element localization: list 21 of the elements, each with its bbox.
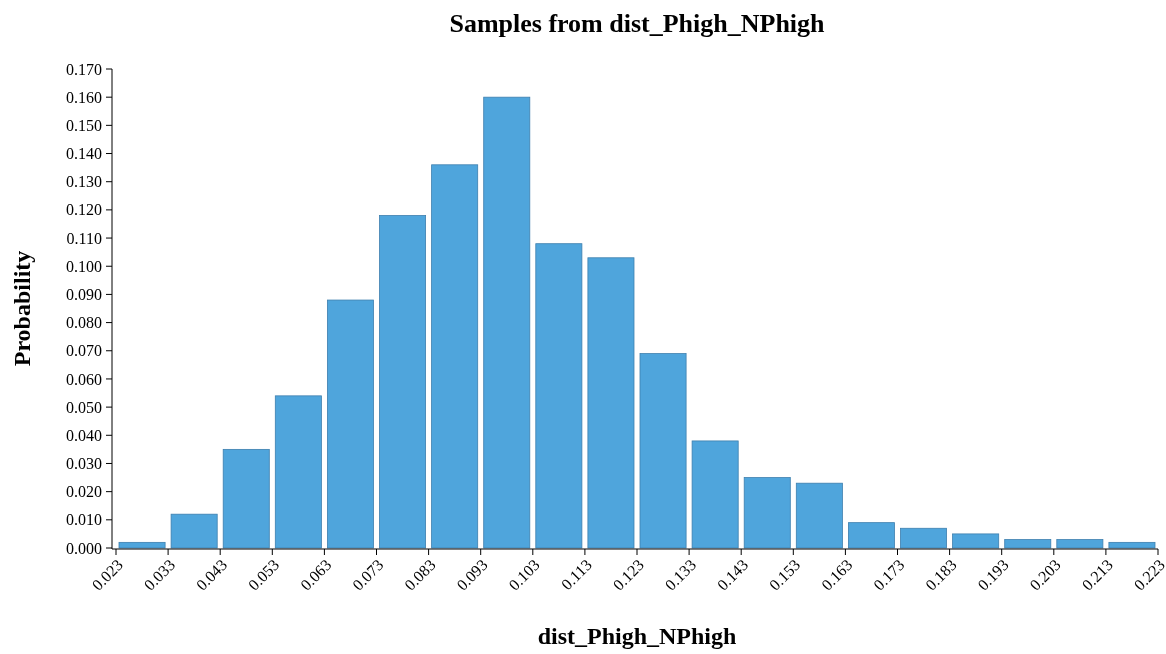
x-axis-title: dist_Phigh_NPhigh (537, 623, 737, 649)
y-tick-label: 0.170 (66, 60, 102, 78)
y-tick-label: 0.090 (66, 286, 102, 304)
y-tick-label: 0.020 (66, 483, 102, 501)
y-tick-label: 0.070 (66, 342, 102, 360)
y-axis-title: Probability (9, 250, 35, 367)
y-tick-label: 0.060 (66, 370, 102, 388)
y-tick-label: 0.130 (66, 173, 102, 191)
y-tick-label: 0.150 (66, 116, 102, 134)
chart-title: Samples from dist_Phigh_NPhigh (449, 9, 826, 38)
y-tick-label: 0.160 (66, 88, 102, 106)
y-tick-label: 0.120 (66, 201, 102, 219)
y-tick-label: 0.110 (66, 229, 102, 247)
y-tick-label: 0.140 (66, 145, 102, 163)
y-tick-label: 0.050 (66, 398, 102, 416)
y-tick-label: 0.030 (66, 455, 102, 473)
y-tick-label: 0.010 (66, 511, 102, 529)
y-tick-label: 0.080 (66, 314, 102, 332)
y-tick-label: 0.000 (66, 539, 102, 557)
y-tick-label: 0.040 (66, 426, 102, 444)
y-tick-label: 0.100 (66, 257, 102, 275)
